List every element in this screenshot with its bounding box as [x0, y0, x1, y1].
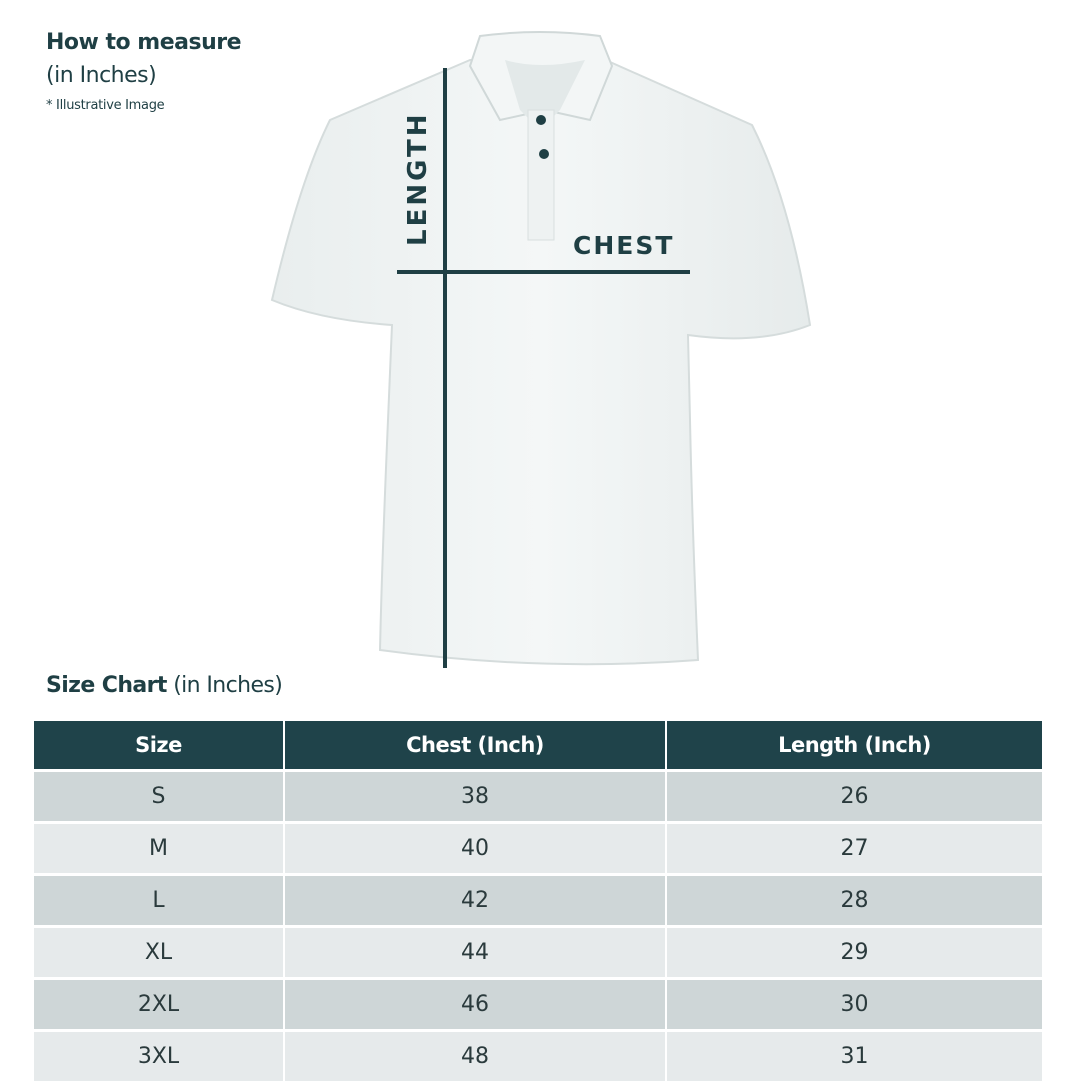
- size-cell: 2XL: [34, 980, 283, 1029]
- chest-cell: 42: [285, 876, 665, 925]
- size-cell: L: [34, 876, 283, 925]
- size-chart-title-bold: Size Chart: [46, 673, 167, 698]
- size-cell: 3XL: [34, 1032, 283, 1081]
- length-cell: 28: [667, 876, 1042, 925]
- size-chart-title: Size Chart (in Inches): [46, 673, 283, 698]
- size-chart-table: Size Chest (Inch) Length (Inch) S 38 26 M 40…: [32, 718, 1044, 1084]
- length-cell: 30: [667, 980, 1042, 1029]
- table-row: L 42 28: [34, 876, 1042, 925]
- chest-cell: 38: [285, 772, 665, 821]
- column-header-length: Length (Inch): [667, 721, 1042, 769]
- table-row: S 38 26: [34, 772, 1042, 821]
- table-row: 2XL 46 30: [34, 980, 1042, 1029]
- chest-cell: 48: [285, 1032, 665, 1081]
- length-cell: 27: [667, 824, 1042, 873]
- column-header-chest: Chest (Inch): [285, 721, 665, 769]
- illustrative-note: * Illustrative Image: [46, 98, 165, 113]
- column-header-size: Size: [34, 721, 283, 769]
- length-label: LENGTH: [403, 112, 433, 246]
- size-chart-title-unit: (in Inches): [166, 673, 283, 698]
- table-row: XL 44 29: [34, 928, 1042, 977]
- length-cell: 31: [667, 1032, 1042, 1081]
- size-cell: S: [34, 772, 283, 821]
- chest-cell: 40: [285, 824, 665, 873]
- chest-cell: 46: [285, 980, 665, 1029]
- table-row: M 40 27: [34, 824, 1042, 873]
- polo-shirt-illustration: LENGTH CHEST: [270, 31, 812, 668]
- chest-cell: 44: [285, 928, 665, 977]
- size-cell: M: [34, 824, 283, 873]
- length-cell: 29: [667, 928, 1042, 977]
- chest-label: CHEST: [573, 231, 674, 260]
- how-to-measure-subtitle: (in Inches): [46, 63, 157, 88]
- table-row: 3XL 48 31: [34, 1032, 1042, 1081]
- size-cell: XL: [34, 928, 283, 977]
- table-header-row: Size Chest (Inch) Length (Inch): [34, 721, 1042, 769]
- how-to-measure-title: How to measure: [46, 30, 242, 55]
- length-cell: 26: [667, 772, 1042, 821]
- shirt-body: [270, 31, 812, 666]
